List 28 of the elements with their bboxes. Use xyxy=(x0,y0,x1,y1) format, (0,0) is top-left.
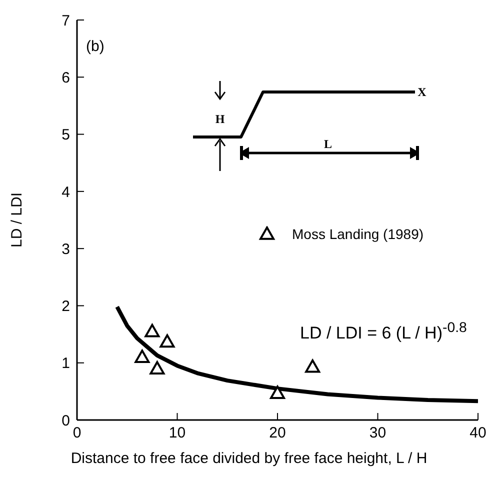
point xyxy=(134,350,150,364)
y-tick-label: 5 xyxy=(62,126,70,144)
x-tick-label: 40 xyxy=(470,424,486,442)
y-tick-label: 4 xyxy=(62,184,70,201)
y-axis-title: LD / LDI xyxy=(8,192,26,248)
y-tick-label: 6 xyxy=(62,69,70,86)
legend-label: Moss Landing (1989) xyxy=(292,226,424,242)
y-tick-label: 1 xyxy=(62,355,70,372)
x-tick-label: 0 xyxy=(72,424,82,442)
y-tick-label: 7 xyxy=(62,12,70,30)
point xyxy=(150,361,165,374)
annotation: LD / LDI = 6 (L / H)$^{-0.8}$ xyxy=(300,320,467,344)
annotation: H xyxy=(215,112,226,126)
x-tick-label: 30 xyxy=(369,424,386,442)
line-series xyxy=(115,304,478,404)
point xyxy=(144,324,160,338)
x-tick-label: 20 xyxy=(269,424,286,442)
annotation: X xyxy=(418,85,427,99)
y-tick-label: 0 xyxy=(62,412,70,430)
annotation: (b) xyxy=(86,38,104,55)
x-axis-title: Distance to free face divided by free face height, L / H xyxy=(70,450,428,467)
y-tick-label: 3 xyxy=(62,240,70,258)
point xyxy=(270,386,285,400)
y-tick-label: 2 xyxy=(62,298,70,316)
x-tick-label: 10 xyxy=(168,424,186,442)
annotation: L xyxy=(324,137,332,151)
point xyxy=(160,334,175,348)
point xyxy=(305,359,320,373)
